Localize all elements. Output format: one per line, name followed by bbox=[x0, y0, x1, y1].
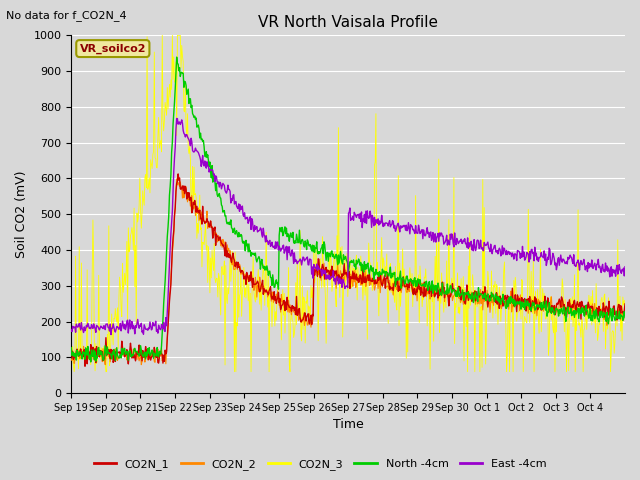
Text: VR_soilco2: VR_soilco2 bbox=[79, 43, 146, 54]
Title: VR North Vaisala Profile: VR North Vaisala Profile bbox=[258, 15, 438, 30]
Y-axis label: Soil CO2 (mV): Soil CO2 (mV) bbox=[15, 170, 28, 258]
Text: No data for f_CO2N_4: No data for f_CO2N_4 bbox=[6, 10, 127, 21]
X-axis label: Time: Time bbox=[333, 419, 364, 432]
Legend: CO2N_1, CO2N_2, CO2N_3, North -4cm, East -4cm: CO2N_1, CO2N_2, CO2N_3, North -4cm, East… bbox=[90, 455, 550, 474]
